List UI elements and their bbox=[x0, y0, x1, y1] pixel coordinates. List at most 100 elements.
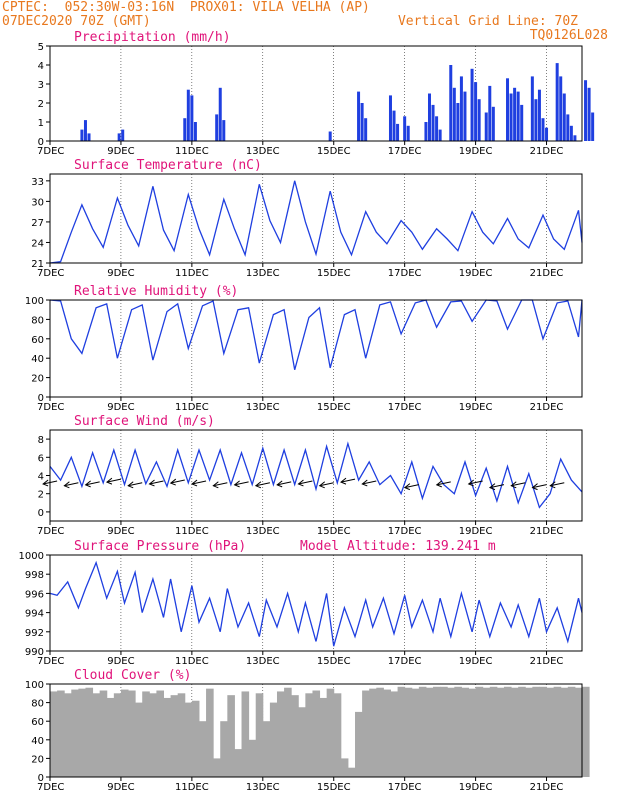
precip-bar bbox=[573, 135, 577, 141]
y-tick-label: 2 bbox=[38, 99, 44, 110]
cloud-bar bbox=[291, 695, 299, 777]
x-tick-label: 21DEC bbox=[530, 526, 564, 537]
cloud-bar bbox=[298, 707, 306, 777]
precip-bar bbox=[559, 76, 563, 141]
x-tick-label: 15DEC bbox=[317, 782, 351, 793]
cloud-bar bbox=[454, 686, 462, 777]
precip-bar bbox=[80, 129, 84, 141]
cloud-bar bbox=[574, 687, 583, 777]
precip-bar bbox=[456, 103, 460, 141]
x-tick-label: 15DEC bbox=[317, 268, 351, 279]
wind-arrow bbox=[213, 482, 228, 487]
wind-arrow-head bbox=[63, 481, 70, 489]
precip-bar bbox=[516, 91, 520, 141]
precip-bar bbox=[513, 87, 517, 141]
wind-arrow bbox=[170, 479, 185, 484]
wind-arrow bbox=[436, 481, 451, 486]
precip-bar bbox=[530, 76, 534, 141]
precip-bar bbox=[587, 87, 591, 141]
x-tick-label: 11DEC bbox=[175, 656, 209, 667]
y-tick-label: 0 bbox=[38, 508, 44, 519]
wind-arrow bbox=[149, 480, 164, 485]
cloud-bar bbox=[326, 688, 335, 777]
wind-arrow-head bbox=[276, 480, 283, 488]
wind-arrow bbox=[128, 482, 143, 487]
x-tick-label: 19DEC bbox=[459, 526, 493, 537]
cloud-bar bbox=[64, 693, 72, 777]
x-tick-label: 13DEC bbox=[246, 656, 280, 667]
panel-title: Surface Wind (m/s) bbox=[74, 414, 215, 429]
x-tick-label: 11DEC bbox=[175, 146, 209, 157]
cloud-bar bbox=[482, 687, 491, 777]
wind-arrow bbox=[234, 481, 249, 486]
wind-arrow-head bbox=[549, 481, 556, 489]
y-tick-label: 6 bbox=[38, 453, 44, 464]
y-tick-label: 60 bbox=[31, 717, 44, 728]
wind-arrow-head bbox=[435, 480, 443, 488]
precip-bar bbox=[474, 82, 478, 141]
panel-title: Cloud Cover (%) bbox=[74, 668, 191, 683]
x-tick-label: 19DEC bbox=[459, 146, 493, 157]
precip-bar bbox=[424, 122, 428, 141]
x-tick-label: 19DEC bbox=[459, 656, 493, 667]
cloud-bar bbox=[206, 688, 214, 777]
precip-bar bbox=[392, 110, 396, 141]
panel-title: Precipitation (mm/h) bbox=[74, 30, 231, 45]
cloud-bar bbox=[440, 686, 448, 777]
wind-arrow-head bbox=[148, 479, 155, 487]
precip-bar bbox=[509, 93, 513, 141]
precip-bar bbox=[449, 65, 453, 141]
precip-bar bbox=[183, 118, 187, 141]
precip-bar bbox=[435, 116, 439, 141]
wind-arrow-head bbox=[84, 480, 91, 488]
precip-bar bbox=[555, 63, 559, 141]
panel-5: 0 20 40 60 80 100 7DEC 9DEC 11DEC 13DEC 15DEC 17DEC… bbox=[25, 668, 590, 793]
x-tick-label: 9DEC bbox=[107, 656, 134, 667]
x-tick-label: 19DEC bbox=[459, 402, 493, 413]
cloud-bar bbox=[128, 690, 136, 777]
precip-bar bbox=[541, 118, 545, 141]
precip-bar bbox=[83, 120, 87, 141]
x-tick-label: 15DEC bbox=[317, 526, 351, 537]
precip-bar bbox=[562, 93, 566, 141]
y-tick-label: 21 bbox=[31, 259, 44, 270]
wind-arrow-head bbox=[297, 479, 304, 487]
panel-frame bbox=[49, 429, 583, 522]
x-tick-label: 19DEC bbox=[459, 782, 493, 793]
cloud-bar bbox=[355, 711, 363, 777]
x-tick-label: 21DEC bbox=[530, 402, 564, 413]
x-tick-label: 7DEC bbox=[37, 656, 64, 667]
header-line1: CPTEC: 052:30W-03:16N PROX01: VILA VELHA… bbox=[2, 0, 370, 15]
precip-bar bbox=[328, 131, 332, 141]
cloud-bar bbox=[135, 702, 143, 777]
precip-bar bbox=[477, 99, 481, 141]
header-line2-left: 07DEC2020 70Z (GMT) bbox=[2, 14, 151, 29]
cloud-bar bbox=[170, 695, 179, 777]
precip-bar bbox=[459, 76, 463, 141]
y-tick-label: 40 bbox=[31, 354, 44, 365]
panel-frame bbox=[49, 299, 583, 398]
y-tick-label: 80 bbox=[31, 699, 44, 710]
cloud-bar bbox=[496, 687, 505, 777]
cloud-bar bbox=[376, 687, 384, 777]
cloud-bar bbox=[390, 691, 399, 777]
panel-2: 0 20 40 60 80 100 7DEC 9DEC 11DEC 13DEC 15DEC 17DEC… bbox=[25, 284, 583, 413]
cloud-bar bbox=[418, 686, 427, 777]
x-tick-label: 17DEC bbox=[388, 782, 422, 793]
y-tick-label: 998 bbox=[25, 570, 44, 581]
panel-frame bbox=[49, 683, 583, 778]
y-tick-label: 0 bbox=[38, 773, 44, 784]
cloud-bar bbox=[163, 697, 172, 777]
precip-bar bbox=[463, 91, 467, 141]
y-tick-label: 992 bbox=[25, 628, 44, 639]
x-tick-label: 15DEC bbox=[317, 146, 351, 157]
y-tick-label: 60 bbox=[31, 335, 44, 346]
panel-annotation: Model Altitude: 139.241 m bbox=[300, 539, 496, 554]
wind-arrow bbox=[255, 482, 270, 487]
x-tick-label: 17DEC bbox=[388, 268, 422, 279]
wind-arrow bbox=[191, 480, 207, 485]
precip-bar bbox=[488, 85, 492, 141]
cloud-bar bbox=[85, 687, 94, 777]
cloud-bar bbox=[539, 686, 548, 777]
panel-frame bbox=[49, 45, 583, 142]
